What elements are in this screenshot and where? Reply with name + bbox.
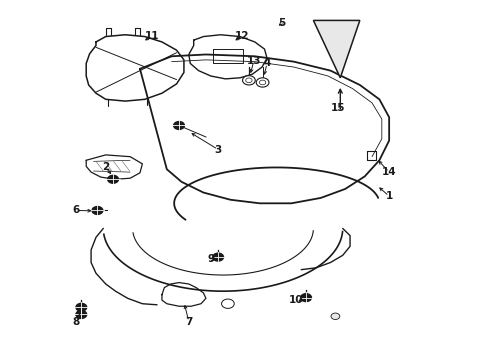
Circle shape [301, 294, 312, 302]
Circle shape [245, 78, 252, 83]
Text: 1: 1 [386, 191, 393, 201]
Text: 4: 4 [263, 58, 270, 68]
Circle shape [108, 175, 119, 183]
Circle shape [221, 299, 234, 309]
Text: 6: 6 [73, 206, 80, 216]
Text: 3: 3 [215, 144, 222, 154]
Circle shape [173, 122, 184, 130]
Text: 11: 11 [145, 31, 159, 41]
Circle shape [243, 76, 255, 85]
Text: 13: 13 [246, 56, 261, 66]
Text: 9: 9 [207, 254, 214, 264]
Text: 7: 7 [185, 317, 193, 327]
Text: 5: 5 [278, 18, 285, 28]
Circle shape [259, 80, 266, 85]
Text: 15: 15 [331, 103, 345, 113]
Text: 12: 12 [235, 31, 250, 41]
Text: 14: 14 [382, 167, 396, 177]
Circle shape [76, 303, 87, 311]
Text: 10: 10 [289, 295, 303, 305]
Circle shape [76, 311, 87, 319]
Circle shape [256, 78, 269, 87]
Text: 2: 2 [102, 162, 109, 172]
Text: 8: 8 [73, 317, 80, 327]
Circle shape [331, 313, 340, 319]
Circle shape [213, 253, 223, 261]
Circle shape [92, 207, 103, 215]
Polygon shape [314, 21, 360, 78]
